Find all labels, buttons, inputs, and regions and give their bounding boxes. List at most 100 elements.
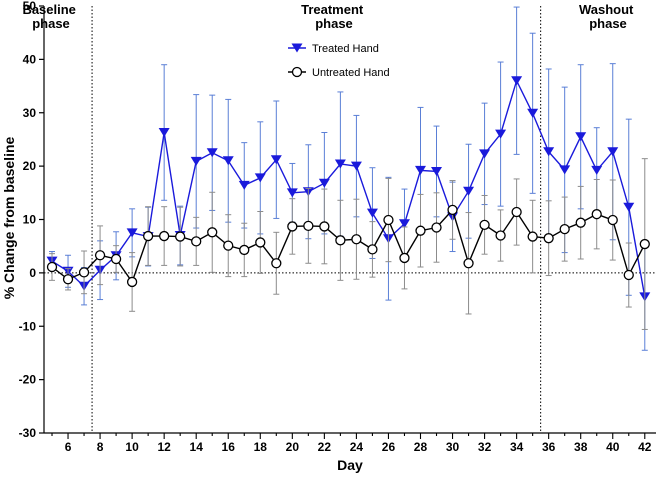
- data-point: [335, 235, 346, 246]
- data-point: [159, 230, 170, 242]
- x-tick-label: 28: [414, 440, 428, 454]
- phase-label-washout-line1: Washout: [579, 2, 634, 17]
- x-tick-label: 38: [574, 440, 588, 454]
- phase-label-baseline: Baseline phase: [22, 2, 79, 31]
- series-untreated-hand: [46, 158, 650, 330]
- x-tick-label: 30: [446, 440, 460, 454]
- data-point: [463, 186, 475, 196]
- data-point: [447, 204, 458, 216]
- data-point: [623, 202, 635, 212]
- x-tick-label: 42: [638, 440, 652, 454]
- phase-label-treatment-line1: Treatment: [301, 2, 364, 17]
- data-point: [415, 225, 426, 236]
- x-tick-label: 14: [190, 440, 204, 454]
- data-point: [287, 221, 298, 232]
- x-tick-label: 20: [286, 440, 300, 454]
- data-point: [271, 258, 282, 269]
- data-point: [366, 208, 378, 218]
- legend: Treated Hand Untreated Hand: [288, 43, 390, 79]
- y-tick-label: 50: [23, 0, 37, 13]
- data-point: [607, 147, 619, 157]
- legend-label-treated: Treated Hand: [312, 43, 379, 55]
- series-treated-hand: [46, 6, 651, 351]
- x-axis: 6 8 10 12 14 16 18 20 22 24 26 28 30 32 34 36 38 40 42: [44, 432, 656, 454]
- data-point: [255, 237, 266, 248]
- x-tick-label: 18: [254, 440, 268, 454]
- data-point: [110, 253, 122, 265]
- y-tick-label: 20: [23, 159, 37, 173]
- legend-item-untreated: Untreated Hand: [288, 66, 390, 79]
- data-point: [206, 148, 218, 158]
- data-point: [591, 165, 603, 175]
- data-point: [591, 209, 602, 220]
- data-point: [607, 214, 618, 226]
- data-point: [543, 147, 555, 157]
- y-tick-label: -30: [19, 426, 37, 440]
- data-point: [46, 261, 58, 273]
- data-point: [559, 165, 571, 175]
- legend-item-treated: Treated Hand: [288, 43, 379, 55]
- legend-marker-treated: [291, 43, 303, 53]
- x-tick-label: 10: [125, 440, 139, 454]
- y-tick-label: 10: [23, 213, 37, 227]
- data-point: [495, 129, 507, 139]
- phase-label-baseline-line1: Baseline: [22, 2, 75, 17]
- x-tick-label: 12: [157, 440, 171, 454]
- data-point: [431, 222, 442, 233]
- data-point: [575, 217, 586, 228]
- data-point: [383, 214, 394, 226]
- phase-labels: Baseline phase Treatment phase Washout p…: [22, 2, 634, 31]
- data-point: [527, 231, 538, 242]
- x-tick-label: 32: [478, 440, 492, 454]
- data-point: [239, 244, 250, 256]
- x-tick-label: 6: [65, 440, 72, 454]
- y-tick-label: 0: [29, 266, 36, 280]
- data-point: [559, 223, 570, 235]
- data-point: [431, 166, 443, 176]
- data-point: [238, 180, 250, 190]
- data-point: [94, 250, 106, 261]
- y-tick-label: -20: [19, 373, 37, 387]
- y-tick-label: 40: [23, 52, 37, 66]
- data-point: [479, 219, 490, 230]
- data-point: [639, 238, 650, 250]
- legend-marker-untreated: [291, 66, 303, 78]
- y-axis-title: % Change from baseline: [1, 136, 17, 299]
- data-point: [319, 221, 330, 232]
- phase-dividers: [91, 6, 542, 433]
- series-line: [51, 208, 646, 284]
- x-tick-label: 26: [382, 440, 396, 454]
- y-tick-label: -10: [19, 319, 37, 333]
- phase-label-baseline-line2: phase: [32, 16, 70, 31]
- series-line: [51, 78, 646, 298]
- data-point: [142, 230, 154, 242]
- y-tick-label: 30: [23, 106, 37, 120]
- data-point: [511, 206, 522, 218]
- data-point: [254, 173, 266, 183]
- data-point: [126, 276, 138, 288]
- data-point: [190, 156, 202, 166]
- data-point: [223, 240, 234, 251]
- phase-label-treatment-line2: phase: [315, 16, 353, 31]
- data-point: [479, 149, 491, 159]
- data-point: [175, 231, 186, 242]
- data-point: [270, 155, 282, 165]
- data-point: [222, 156, 234, 166]
- phase-label-treatment: Treatment phase: [301, 2, 367, 31]
- series-layer: [46, 6, 651, 351]
- data-point: [191, 236, 202, 247]
- data-point: [399, 252, 410, 264]
- data-point: [543, 233, 554, 244]
- legend-label-untreated: Untreated Hand: [312, 67, 390, 79]
- data-point: [414, 165, 426, 175]
- data-point: [286, 188, 298, 198]
- data-point: [398, 219, 410, 229]
- data-point: [623, 269, 634, 281]
- x-axis-title: Day: [337, 457, 363, 473]
- y-axis: -30 -20 -10 0 10 20 30 40 50: [19, 0, 45, 440]
- x-tick-label: 22: [318, 440, 332, 454]
- data-point: [158, 127, 170, 137]
- data-point: [334, 159, 346, 169]
- data-point: [318, 178, 330, 188]
